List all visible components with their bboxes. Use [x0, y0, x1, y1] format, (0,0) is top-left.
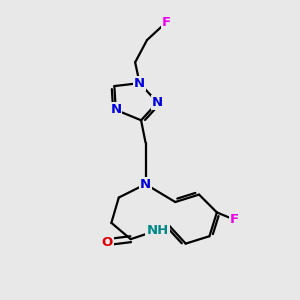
Text: N: N — [140, 178, 151, 191]
Text: N: N — [134, 76, 145, 90]
Text: F: F — [162, 16, 171, 29]
Text: NH: NH — [146, 224, 169, 237]
Text: N: N — [152, 96, 163, 109]
Text: N: N — [110, 103, 122, 116]
Text: O: O — [101, 236, 112, 249]
Text: F: F — [230, 213, 239, 226]
